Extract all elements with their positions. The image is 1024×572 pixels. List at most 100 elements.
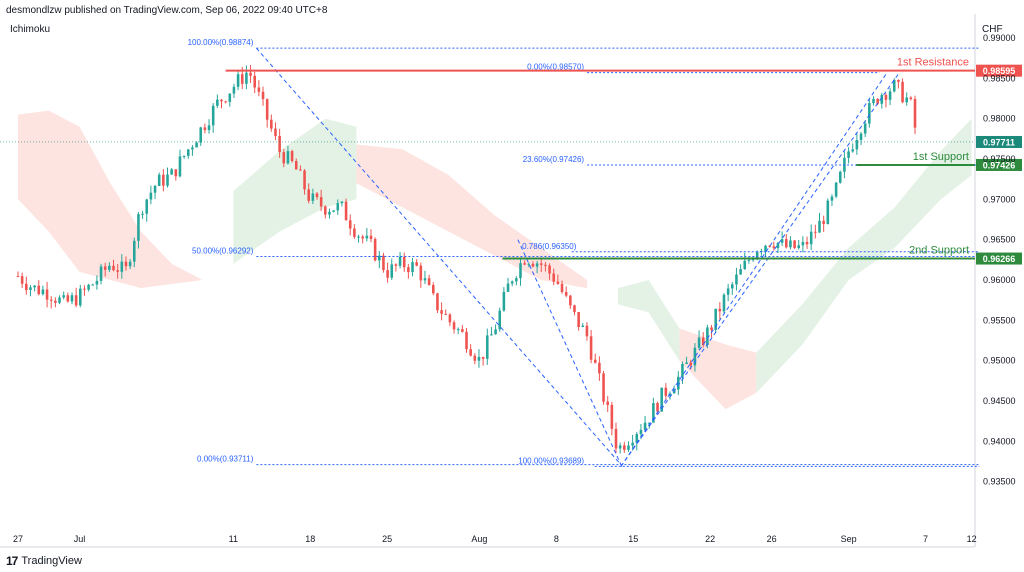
candle-bearish bbox=[569, 295, 572, 306]
candle-bullish bbox=[490, 334, 493, 336]
candle-bullish bbox=[216, 99, 219, 106]
candle-bullish bbox=[191, 147, 194, 150]
candle-bullish bbox=[311, 193, 315, 201]
candle-bearish bbox=[793, 240, 796, 249]
candle-bearish bbox=[602, 373, 605, 402]
candle-bullish bbox=[232, 86, 236, 94]
candle-bearish bbox=[539, 263, 543, 265]
candle-bearish bbox=[382, 255, 385, 271]
candle-bearish bbox=[270, 119, 273, 129]
publisher-header: desmondlzw published on TradingView.com,… bbox=[6, 5, 328, 16]
candle-bullish bbox=[851, 149, 855, 152]
candle-bearish bbox=[16, 275, 20, 277]
candle-bullish bbox=[677, 376, 680, 390]
candle-bullish bbox=[743, 260, 747, 270]
x-tick-label: 12 bbox=[967, 534, 977, 544]
candle-bullish bbox=[863, 123, 867, 134]
candle-bullish bbox=[739, 269, 742, 275]
candle-bearish bbox=[701, 337, 705, 346]
support-price-label: 0.97426 bbox=[983, 160, 1016, 170]
x-tick-label: 15 bbox=[628, 534, 638, 544]
candle-bearish bbox=[814, 231, 817, 233]
candle-bearish bbox=[577, 312, 580, 327]
brand-name: TradingView bbox=[21, 555, 82, 567]
x-tick-label: 8 bbox=[554, 534, 559, 544]
candle-bearish bbox=[294, 161, 298, 170]
candle-bullish bbox=[494, 329, 497, 335]
candle-bearish bbox=[265, 99, 269, 120]
candle-bullish bbox=[498, 310, 502, 330]
fibonacci-drawings: 100.00%(0.98874) 50.00%(0.96292) 0.00%(0.9… bbox=[0, 38, 980, 467]
candle-bearish bbox=[710, 327, 713, 330]
candle-bullish bbox=[29, 287, 32, 290]
fib-level-label: 100.00%(0.98874) bbox=[188, 38, 254, 47]
candle-bullish bbox=[681, 363, 684, 377]
candle-bullish bbox=[726, 288, 730, 295]
candle-bullish bbox=[128, 261, 132, 267]
candle-bullish bbox=[149, 192, 153, 200]
candle-bearish bbox=[45, 289, 49, 300]
candle-bearish bbox=[348, 220, 352, 229]
candle-bearish bbox=[290, 151, 294, 162]
candle-bearish bbox=[805, 242, 809, 245]
candle-bullish bbox=[340, 201, 344, 204]
candle-bearish bbox=[278, 135, 281, 153]
candle-bullish bbox=[120, 261, 124, 272]
candle-bearish bbox=[481, 356, 485, 359]
candle-bearish bbox=[174, 169, 178, 177]
candle-bullish bbox=[647, 422, 651, 424]
candle-bullish bbox=[789, 240, 792, 248]
cloud-bullish-area bbox=[233, 118, 357, 264]
x-tick-label: Sep bbox=[841, 534, 857, 544]
currency-label: CHF bbox=[982, 24, 1003, 35]
candle-bullish bbox=[398, 256, 402, 266]
indicator-label[interactable]: Ichimoku bbox=[10, 24, 51, 35]
support-price-label: 0.96266 bbox=[983, 254, 1016, 264]
tradingview-logo-icon: 17 bbox=[6, 554, 18, 568]
candle-bullish bbox=[527, 263, 531, 265]
candle-bullish bbox=[797, 245, 801, 249]
candles bbox=[16, 64, 917, 454]
resistance-price-tag bbox=[976, 64, 1022, 77]
candle-bullish bbox=[456, 329, 460, 331]
candle-bearish bbox=[253, 75, 257, 88]
candle-bearish bbox=[610, 404, 614, 429]
y-tick-label: 0.97500 bbox=[983, 154, 1016, 164]
candle-bearish bbox=[461, 329, 464, 332]
y-tick-label: 0.94500 bbox=[983, 396, 1016, 406]
candle-bullish bbox=[660, 387, 663, 412]
y-tick-label: 0.97000 bbox=[983, 194, 1016, 204]
y-tick-label: 0.99000 bbox=[983, 33, 1016, 43]
candle-bearish bbox=[353, 228, 356, 237]
fib-level-label: 0.00%(0.93711) bbox=[197, 455, 254, 464]
candle-bearish bbox=[556, 281, 560, 284]
cloud-bullish-area bbox=[617, 280, 680, 361]
x-tick-label: 27 bbox=[13, 534, 23, 544]
candle-bearish bbox=[361, 236, 364, 239]
candle-bearish bbox=[718, 308, 722, 312]
footer-brand: 17 TradingView bbox=[6, 554, 82, 568]
candle-bearish bbox=[54, 300, 57, 303]
fib-level-label: 23.60%(0.97426) bbox=[523, 155, 585, 164]
candle-bullish bbox=[245, 72, 248, 84]
fib-level-label: 100.00%(0.93689) bbox=[518, 456, 584, 465]
candle-bearish bbox=[282, 152, 286, 164]
candle-bullish bbox=[485, 335, 489, 359]
candle-bullish bbox=[178, 156, 182, 177]
support-price-tag bbox=[976, 252, 1022, 265]
levels: 1st Resistance 0.98595 1st Support 0.97426 2… bbox=[225, 57, 1022, 265]
candle-bearish bbox=[240, 74, 244, 84]
candle-bullish bbox=[627, 445, 630, 450]
candle-bearish bbox=[224, 101, 227, 103]
candle-bullish bbox=[236, 74, 240, 87]
candle-bullish bbox=[141, 213, 144, 215]
candle-bullish bbox=[211, 105, 215, 126]
candle-bullish bbox=[755, 251, 759, 260]
candle-bullish bbox=[336, 203, 340, 211]
candle-bearish bbox=[431, 284, 435, 294]
candle-bearish bbox=[560, 283, 564, 293]
candle-bearish bbox=[124, 261, 128, 267]
candle-bearish bbox=[444, 313, 448, 315]
candle-bearish bbox=[822, 220, 825, 225]
